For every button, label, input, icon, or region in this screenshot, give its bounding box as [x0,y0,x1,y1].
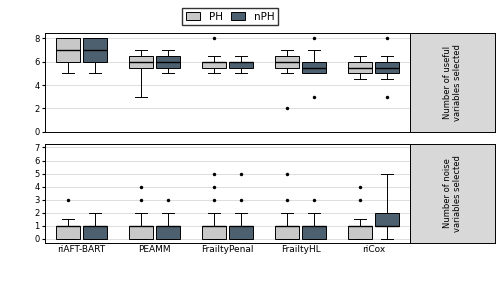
PathPatch shape [56,38,80,62]
PathPatch shape [228,62,252,67]
PathPatch shape [276,226,299,239]
PathPatch shape [348,226,372,239]
PathPatch shape [82,226,106,239]
PathPatch shape [374,62,398,73]
PathPatch shape [374,213,398,226]
Text: Number of useful
variables selected: Number of useful variables selected [443,44,462,120]
Legend: PH, nPH: PH, nPH [182,8,278,25]
PathPatch shape [56,226,80,239]
Text: Number of noise
variables selected: Number of noise variables selected [443,155,462,231]
PathPatch shape [130,56,154,67]
PathPatch shape [156,226,180,239]
PathPatch shape [156,56,180,67]
PathPatch shape [348,62,372,73]
PathPatch shape [302,226,326,239]
PathPatch shape [276,56,299,67]
PathPatch shape [202,226,226,239]
PathPatch shape [302,62,326,73]
PathPatch shape [82,38,106,62]
PathPatch shape [228,226,252,239]
PathPatch shape [202,62,226,67]
PathPatch shape [130,226,154,239]
